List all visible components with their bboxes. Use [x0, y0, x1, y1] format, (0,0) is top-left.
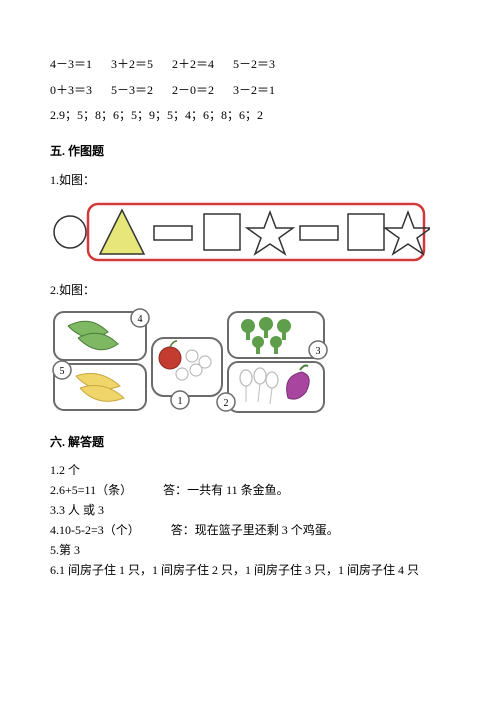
answer-expr: 4.10-5-2=3（个） — [50, 523, 140, 537]
figure-1 — [50, 198, 450, 266]
diagram-box — [152, 338, 222, 396]
eq: 2－0＝2 — [172, 80, 214, 102]
equation-row-3: 2.9；5；8；6；5；9；5；4；6；8；6；2 — [50, 105, 450, 127]
eq: 5－3＝2 — [111, 80, 153, 102]
diagram-box — [228, 362, 324, 412]
eq: 0＋3＝3 — [50, 80, 92, 102]
label-1: 1 — [178, 396, 183, 407]
label-2: 2 — [224, 398, 229, 409]
section-5-item-2: 2.如图： — [50, 280, 450, 302]
answers-list: 2.9；5；8；6；5；9；5；4；6；8；6；2 — [50, 108, 263, 122]
answer-line: 6.1 间房子住 1 只，1 间房子住 2 只，1 间房子住 3 只，1 间房子… — [50, 561, 450, 579]
shapes-figure — [50, 198, 430, 266]
label-5: 5 — [60, 366, 65, 377]
section-6-title: 六. 解答题 — [50, 432, 450, 454]
equation-row-1: 4－3＝1 3＋2＝5 2＋2＝4 5－2＝3 — [50, 54, 450, 76]
answer-text: 答：现在篮子里还剩 3 个鸡蛋。 — [171, 523, 339, 537]
equation-row-2: 0＋3＝3 5－3＝2 2－0＝2 3－2＝1 — [50, 80, 450, 102]
food-diagram: 4 5 1 3 2 — [50, 308, 330, 418]
eq: 5－2＝3 — [233, 54, 275, 76]
section-5-item-1: 1.如图： — [50, 170, 450, 192]
eq: 2＋2＝4 — [172, 54, 214, 76]
answer-line: 2.6+5=11（条） 答：一共有 11 条金鱼。 — [50, 481, 450, 499]
answer-line: 5.第 3 — [50, 541, 450, 559]
figure-2: 4 5 1 3 2 — [50, 308, 450, 418]
answer-line: 1.2 个 — [50, 461, 450, 479]
eq: 3－2＝1 — [233, 80, 275, 102]
section-5-title: 五. 作图题 — [50, 141, 450, 163]
answer-line: 3.3 人 或 3 — [50, 501, 450, 519]
label-4: 4 — [138, 314, 143, 325]
answer-text: 答：一共有 11 条金鱼。 — [163, 483, 289, 497]
label-3: 3 — [316, 346, 321, 357]
answer-line: 4.10-5-2=3（个） 答：现在篮子里还剩 3 个鸡蛋。 — [50, 521, 450, 539]
answer-expr: 2.6+5=11（条） — [50, 483, 132, 497]
eq: 3＋2＝5 — [111, 54, 153, 76]
circle-icon — [54, 216, 86, 248]
apple-icon — [159, 347, 181, 369]
eq: 4－3＝1 — [50, 54, 92, 76]
